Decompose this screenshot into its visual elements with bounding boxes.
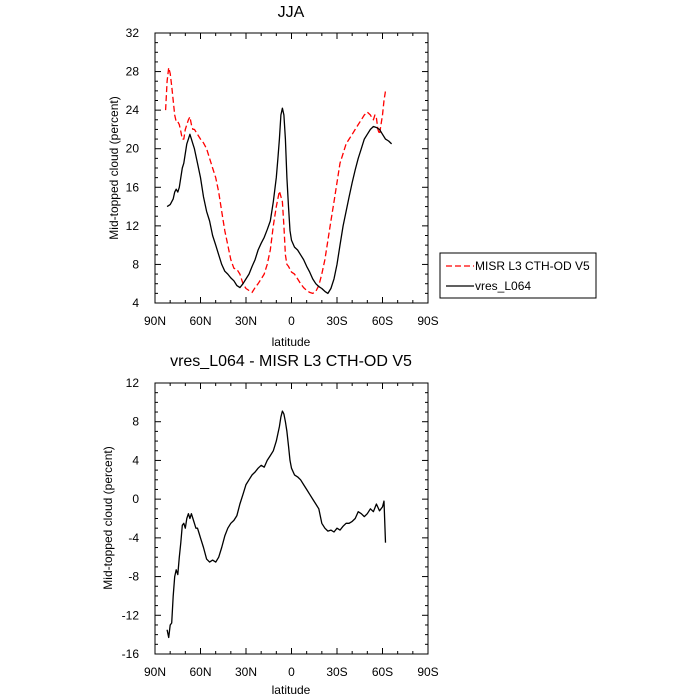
bottom-panel-lines	[166, 410, 387, 639]
top-panel-y-tick-label: 4	[132, 296, 139, 310]
bottom-panel-x-tick-label: 60S	[372, 665, 393, 679]
bottom-panel-y-tick-label: -8	[128, 570, 139, 584]
top-panel-y-tick-label: 12	[126, 219, 140, 233]
bottom-panel-x-axis-label: latitude	[272, 683, 311, 697]
top-panel-x-tick-label: 90S	[417, 314, 438, 328]
bottom-panel-x-tick-label: 30N	[235, 665, 257, 679]
bottom-panel-tick-labels: 90N 60N 30N 0 30S 60S 90S -16 -12 -8 -4 0 4 8 12	[122, 376, 439, 679]
top-panel-title: JJA	[278, 4, 305, 21]
top-panel-x-tick-label: 60S	[372, 314, 393, 328]
top-panel-x-tick-label: 30N	[235, 314, 257, 328]
top-panel-series-line-2	[166, 107, 393, 295]
bottom-panel-plot-frame	[154, 382, 429, 655]
bottom-panel-y-tick-label: -12	[122, 608, 140, 622]
top-panel-y-tick-label: 8	[132, 257, 139, 271]
top-panel-y-tick-label: 16	[126, 180, 140, 194]
top-panel-x-tick-label: 30S	[326, 314, 347, 328]
top-panel-y-tick-label: 24	[126, 103, 140, 117]
bottom-panel-y-axis-label: Mid-topped cloud (percent)	[101, 446, 115, 589]
bottom-panel-x-tick-label: 90N	[144, 665, 166, 679]
top-panel-lines	[164, 67, 393, 295]
bottom-panel-x-tick-label: 60N	[189, 665, 211, 679]
top-panel: JJA Mid-topped cloud (percent) latitude …	[107, 4, 439, 349]
bottom-panel-title: vres_L064 - MISR L3 CTH-OD V5	[170, 353, 412, 370]
legend: MISR L3 CTH-OD V5 vres_L064	[439, 252, 597, 299]
top-panel-x-tick-label: 60N	[189, 314, 211, 328]
top-panel-y-tick-label: 28	[126, 65, 140, 79]
legend-label-misr: MISR L3 CTH-OD V5	[475, 259, 590, 273]
bottom-panel-series-line-1	[166, 410, 387, 639]
bottom-panel-x-tick-label: 0	[288, 665, 295, 679]
top-panel-plot-frame	[154, 32, 429, 304]
top-panel-x-axis-label: latitude	[272, 335, 311, 349]
bottom-panel-y-tick-label: -16	[122, 647, 140, 661]
top-panel-y-axis-label: Mid-topped cloud (percent)	[107, 96, 121, 239]
bottom-panel-y-tick-label: 4	[132, 453, 139, 467]
top-panel-x-tick-label: 0	[288, 314, 295, 328]
bottom-panel-y-tick-label: 12	[126, 376, 140, 390]
top-panel-series-line-1	[164, 67, 387, 295]
bottom-panel-y-tick-label: 0	[132, 492, 139, 506]
top-panel-y-tick-label: 32	[126, 26, 140, 40]
top-panel-tick-labels: 90N 60N 30N 0 30S 60S 90S 4 8 12 16 20 24 28 32	[126, 26, 439, 328]
legend-box	[439, 252, 597, 299]
bottom-panel-y-tick-label: -4	[128, 531, 139, 545]
bottom-panel-x-tick-label: 30S	[326, 665, 347, 679]
top-panel-y-tick-label: 20	[126, 142, 140, 156]
top-panel-ticks	[154, 32, 429, 304]
bottom-panel-y-tick-label: 8	[132, 415, 139, 429]
top-panel-x-tick-label: 90N	[144, 314, 166, 328]
bottom-panel-x-tick-label: 90S	[417, 665, 438, 679]
legend-label-vres: vres_L064	[475, 279, 531, 293]
bottom-panel-ticks	[154, 382, 429, 655]
bottom-panel: vres_L064 - MISR L3 CTH-OD V5 Mid-topped…	[101, 353, 439, 697]
